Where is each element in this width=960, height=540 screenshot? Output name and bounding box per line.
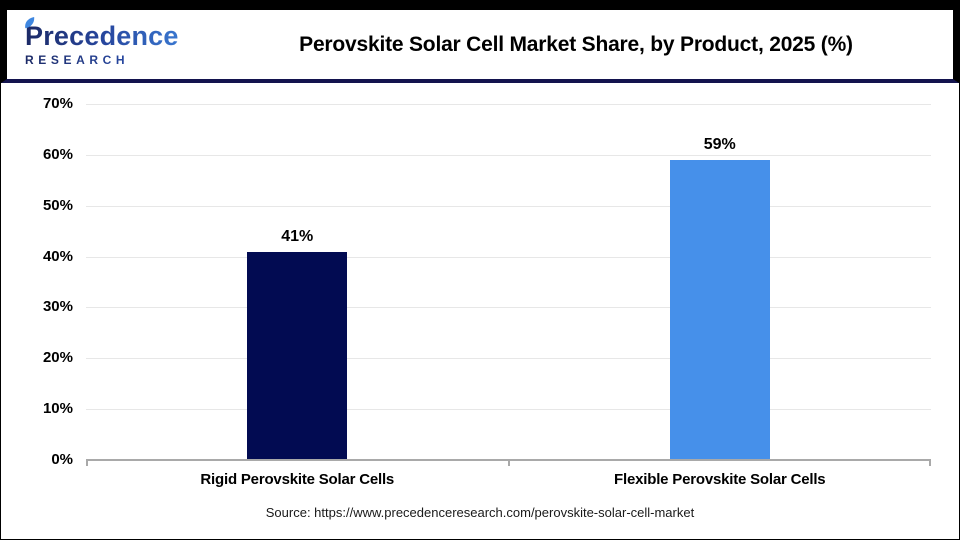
x-axis-tick — [507, 461, 510, 466]
gridline — [86, 154, 931, 156]
x-axis-tick — [929, 461, 931, 466]
y-tick-label: 20% — [42, 349, 73, 367]
y-tick-label: 0% — [51, 451, 73, 468]
y-tick-label: 10% — [42, 400, 73, 418]
brand-logo: Precedence RESEARCH — [7, 16, 205, 67]
y-tick-label: 40% — [42, 247, 73, 265]
logo-subname: RESEARCH — [25, 53, 205, 67]
gridline — [86, 307, 931, 309]
y-tick-label: 60% — [42, 145, 73, 163]
chart-area: 0% 10% 20% 30% 40% 50% 60% 70% 41% 59% Rigid Per… — [1, 83, 959, 539]
chart-title: Perovskite Solar Cell Market Share, by P… — [299, 32, 853, 56]
header: Precedence RESEARCH Perovskite Solar Cel… — [1, 1, 959, 83]
category-label: Flexible Perovskite Solar Cells — [614, 471, 826, 488]
logo-name: Precedence — [25, 22, 205, 50]
plot-area: 41% 59% — [86, 104, 931, 466]
bar-rigid — [247, 251, 348, 460]
category-label: Rigid Perovskite Solar Cells — [200, 471, 395, 488]
x-axis-labels: Rigid Perovskite Solar Cells Flexible Per… — [86, 471, 931, 491]
gridline — [86, 104, 931, 105]
gridline — [86, 205, 931, 207]
gridline — [86, 409, 931, 411]
leaf-icon — [25, 16, 35, 28]
y-tick-label: 30% — [42, 298, 73, 316]
bar-value-label: 41% — [281, 227, 314, 245]
y-axis: 0% 10% 20% 30% 40% 50% 60% 70% — [1, 95, 73, 468]
x-axis-tick — [86, 461, 88, 466]
y-tick-label: 70% — [42, 95, 73, 112]
y-tick-label: 50% — [42, 196, 73, 214]
bar-flexible — [669, 159, 770, 460]
gridline — [86, 358, 931, 360]
bar-value-label: 59% — [703, 135, 736, 153]
gridline — [86, 256, 931, 258]
source-text: Source: https://www.precedenceresearch.c… — [265, 505, 695, 520]
x-axis-line — [86, 459, 931, 461]
